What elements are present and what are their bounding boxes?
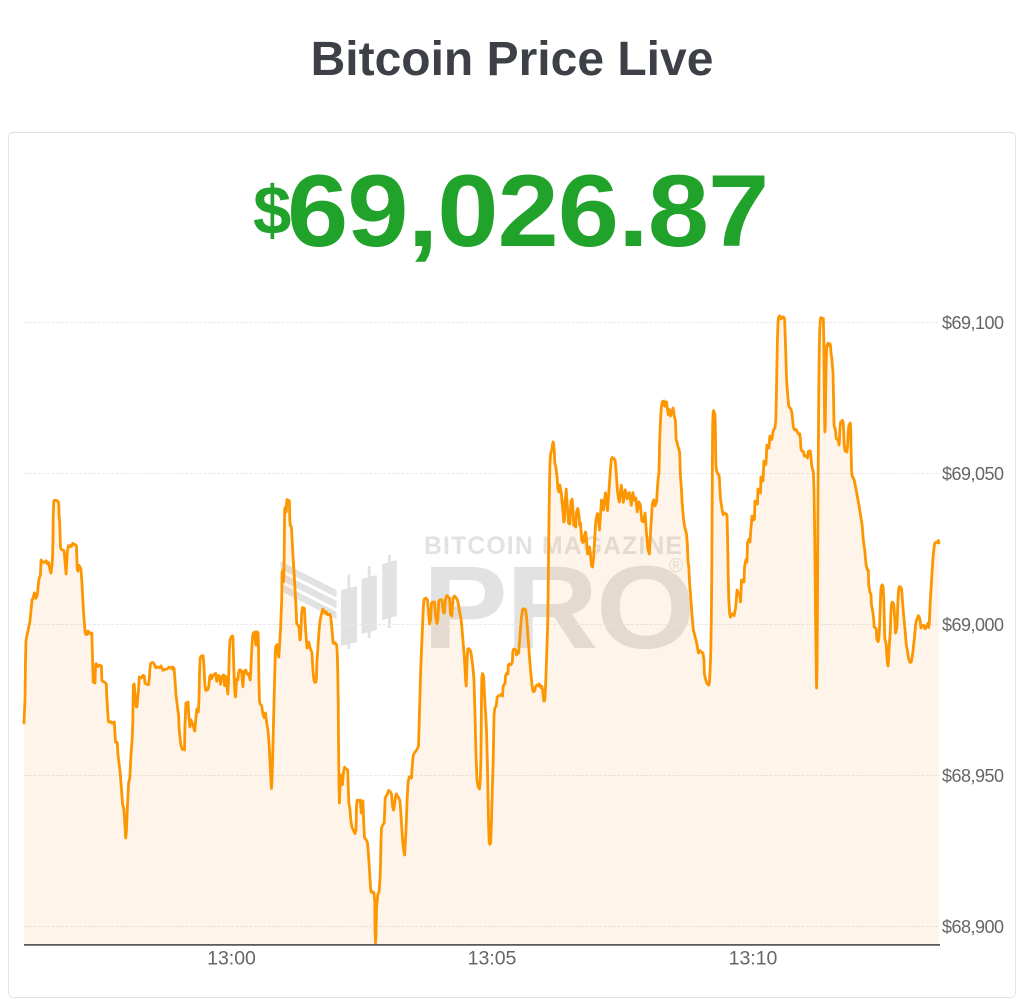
svg-text:BITCOIN MAGAZINE: BITCOIN MAGAZINE xyxy=(424,533,683,560)
svg-text:13:10: 13:10 xyxy=(729,948,778,970)
svg-text:$69,100: $69,100 xyxy=(942,313,1004,333)
svg-text:13:05: 13:05 xyxy=(468,948,517,970)
svg-text:$68,900: $68,900 xyxy=(942,917,1004,937)
svg-text:$69,050: $69,050 xyxy=(942,464,1004,484)
svg-text:$69,000: $69,000 xyxy=(942,615,1004,635)
svg-text:$68,950: $68,950 xyxy=(942,766,1004,786)
svg-text:13:00: 13:00 xyxy=(207,948,256,970)
svg-text:®: ® xyxy=(669,556,683,577)
